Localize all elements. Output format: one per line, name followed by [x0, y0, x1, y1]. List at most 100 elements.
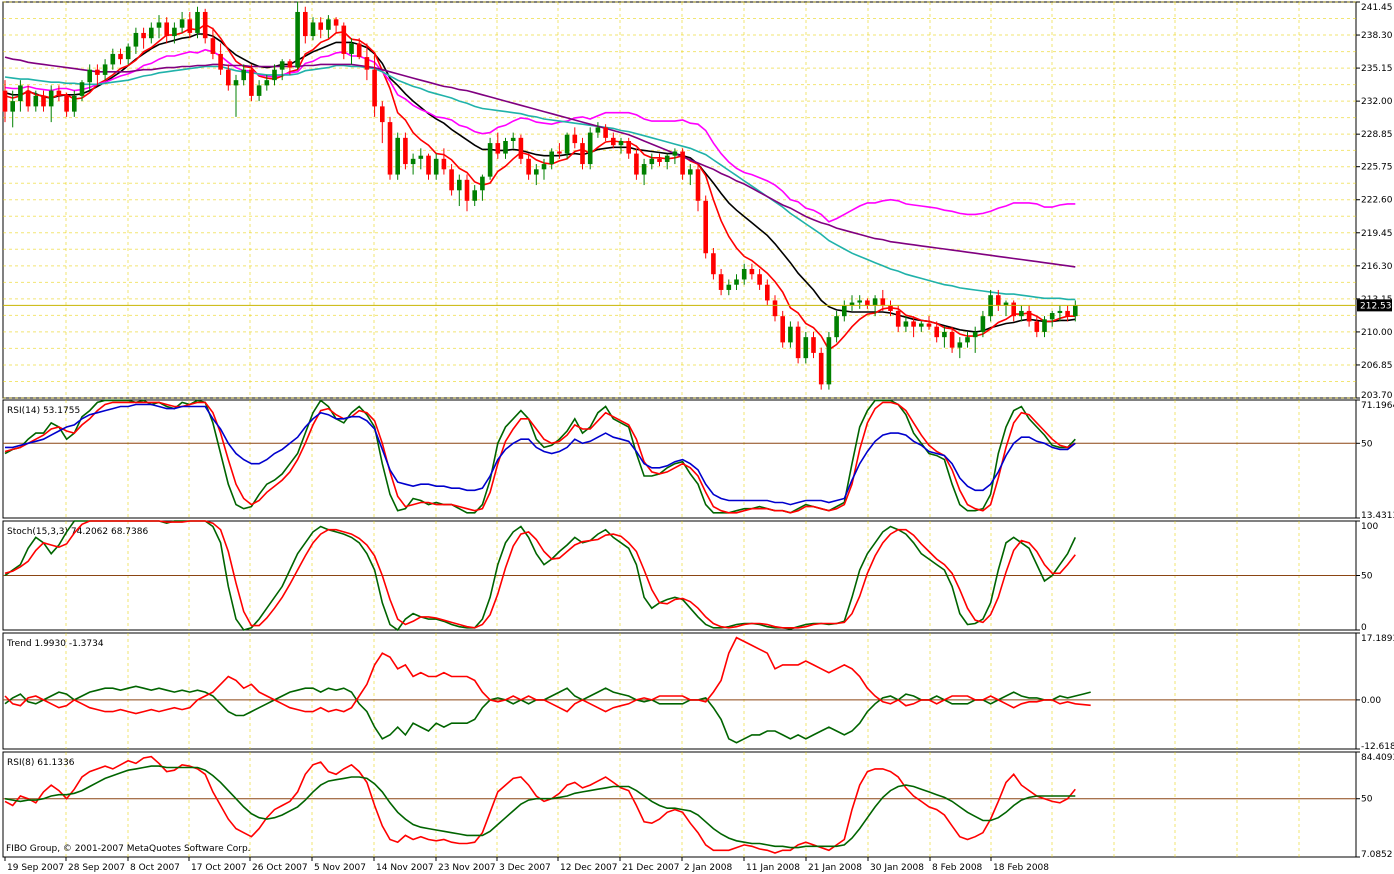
pane-frame	[2, 1, 1357, 399]
candle	[865, 298, 870, 309]
candle	[587, 127, 593, 170]
candle	[233, 74, 239, 117]
candle	[480, 174, 485, 201]
pane-0: 241.45 238.30 235.15 232.00 228.85 225.75 222.…	[2, 1, 1393, 401]
candle	[226, 64, 231, 91]
x-tick-label: 5 Nov 2007	[314, 863, 366, 873]
y-tick-label: 100	[1361, 522, 1378, 532]
x-tick-label: 17 Oct 2007	[191, 863, 247, 873]
candle	[256, 80, 262, 102]
y-tick-label: 241.45	[1361, 3, 1393, 13]
candle	[149, 22, 154, 44]
candle	[965, 331, 970, 348]
candle	[688, 164, 693, 186]
candle	[10, 90, 15, 128]
candle	[726, 279, 732, 296]
ma-line-ema_mid	[4, 48, 1076, 223]
candle	[903, 316, 909, 332]
candle	[934, 321, 939, 343]
candle	[510, 132, 516, 149]
candle	[595, 122, 601, 138]
y-tick-label: 50	[1361, 439, 1373, 449]
candle	[534, 164, 539, 186]
candle	[580, 137, 585, 170]
candle	[849, 295, 855, 311]
candle	[210, 27, 216, 60]
y-tick-label: 84.4093	[1361, 753, 1394, 763]
candle	[1026, 305, 1032, 327]
candle	[48, 85, 54, 123]
candle	[564, 132, 570, 159]
x-tick-label: 14 Nov 2007	[376, 863, 434, 873]
candle	[711, 247, 716, 280]
x-tick-label: 26 Oct 2007	[252, 863, 308, 873]
candle	[395, 132, 400, 180]
candle	[326, 15, 331, 39]
candle	[110, 48, 116, 70]
series-line-stoch_main	[4, 520, 1077, 632]
y-tick-label: 17.1893	[1361, 634, 1394, 644]
candle	[834, 310, 839, 343]
candle	[572, 127, 578, 149]
candle	[603, 124, 608, 141]
candle	[295, 1, 300, 70]
candle	[364, 43, 370, 81]
candle	[341, 22, 347, 60]
candle	[1065, 305, 1070, 322]
candle	[464, 174, 470, 212]
candle	[264, 74, 270, 91]
candle	[996, 289, 1001, 311]
indicator-title: RSI(14) 53.1755	[7, 406, 80, 416]
series-line-rsi8_green	[4, 765, 1076, 849]
y-tick-label: 216.30	[1361, 262, 1393, 272]
candle	[518, 134, 524, 165]
y-tick-label: 71.1964	[1361, 401, 1394, 411]
series-line-stoch_signal	[4, 520, 1076, 629]
candle	[356, 38, 362, 60]
indicator-title: Trend 1.9930 -1.3734	[6, 639, 104, 649]
candle	[187, 11, 193, 39]
y-tick-label: 0.00	[1361, 696, 1381, 706]
candle	[641, 158, 647, 186]
candle	[241, 64, 246, 86]
y-tick-label: 210.00	[1361, 328, 1393, 338]
candle	[1073, 300, 1078, 322]
x-tick-label: 3 Dec 2007	[499, 863, 551, 873]
y-tick-label: 238.30	[1361, 31, 1393, 41]
y-tick-label: 225.75	[1361, 163, 1393, 173]
y-tick-label: 0	[1361, 623, 1367, 633]
x-axis: 19 Sep 2007 28 Sep 2007 8 Oct 2007 17 Oct 2…	[4, 857, 1049, 873]
candle	[880, 289, 886, 311]
candle	[141, 27, 146, 49]
x-tick-label: 21 Jan 2008	[808, 863, 862, 873]
copyright-text: FIBO Group, © 2001-2007 MetaQuotes Softw…	[6, 844, 251, 854]
candle	[695, 164, 701, 212]
candle	[164, 17, 169, 44]
candle	[18, 80, 23, 112]
x-tick-label: 11 Jan 2008	[746, 863, 800, 873]
pane-1: 71.1964 50 13.4313 RSI(14) 53.1755	[2, 399, 1394, 521]
candle	[372, 53, 377, 117]
candle	[457, 174, 462, 207]
candle	[249, 64, 254, 102]
candle	[526, 153, 531, 180]
y-tick-label: 50	[1361, 572, 1373, 582]
candle	[649, 153, 655, 170]
candle	[87, 64, 92, 91]
candle	[980, 310, 986, 338]
candle	[549, 148, 554, 170]
current-price-badge: 212.53	[1357, 299, 1392, 312]
candle	[202, 8, 208, 44]
candle	[680, 148, 685, 180]
candle	[495, 132, 501, 159]
candle	[919, 321, 924, 332]
candle	[118, 48, 123, 65]
y-tick-label: 7.0852	[1361, 850, 1393, 860]
candle	[657, 153, 662, 167]
candle	[218, 43, 223, 75]
candle	[926, 316, 932, 330]
candle	[449, 164, 454, 196]
candle	[487, 137, 493, 180]
candle	[410, 153, 416, 175]
